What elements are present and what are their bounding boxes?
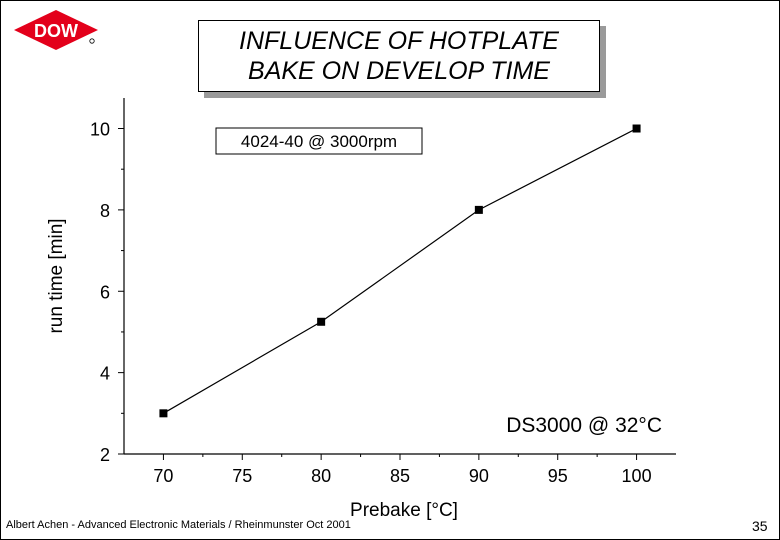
y-tick-label: 2: [100, 445, 110, 465]
data-point: [317, 317, 326, 326]
series-line: [163, 127, 637, 414]
y-tick-label: 6: [100, 282, 110, 302]
title-line-1: INFLUENCE OF HOTPLATE: [239, 27, 559, 55]
logo-text: DOW: [34, 21, 78, 41]
data-point: [474, 205, 483, 214]
annotation-box-label: 4024-40 @ 3000rpm: [241, 132, 397, 151]
y-axis-label: run time [min]: [46, 218, 67, 333]
x-tick-label: 85: [390, 466, 410, 486]
x-tick-label: 75: [232, 466, 252, 486]
y-tick-label: 4: [100, 364, 110, 384]
data-point: [159, 409, 168, 418]
x-tick-label: 70: [153, 466, 173, 486]
x-tick-label: 100: [622, 466, 652, 486]
title-line-2: BAKE ON DEVELOP TIME: [248, 57, 550, 85]
x-axis-label: Prebake [°C]: [350, 500, 458, 521]
x-tick-label: 95: [548, 466, 568, 486]
slide-title: INFLUENCE OF HOTPLATE BAKE ON DEVELOP TI…: [198, 20, 600, 92]
conditions-label: DS3000 @ 32°C: [506, 414, 662, 437]
footer-credit: Albert Achen - Advanced Electronic Mater…: [6, 519, 351, 531]
y-tick-label: 8: [100, 201, 110, 221]
dow-diamond-icon: [14, 10, 98, 50]
x-tick-label: 80: [311, 466, 331, 486]
data-point: [632, 124, 641, 133]
dow-logo: DOW: [14, 10, 98, 50]
page-number: 35: [752, 518, 768, 534]
x-tick-label: 90: [469, 466, 489, 486]
y-tick-label: 10: [90, 120, 110, 140]
annotation-box: [215, 127, 423, 155]
